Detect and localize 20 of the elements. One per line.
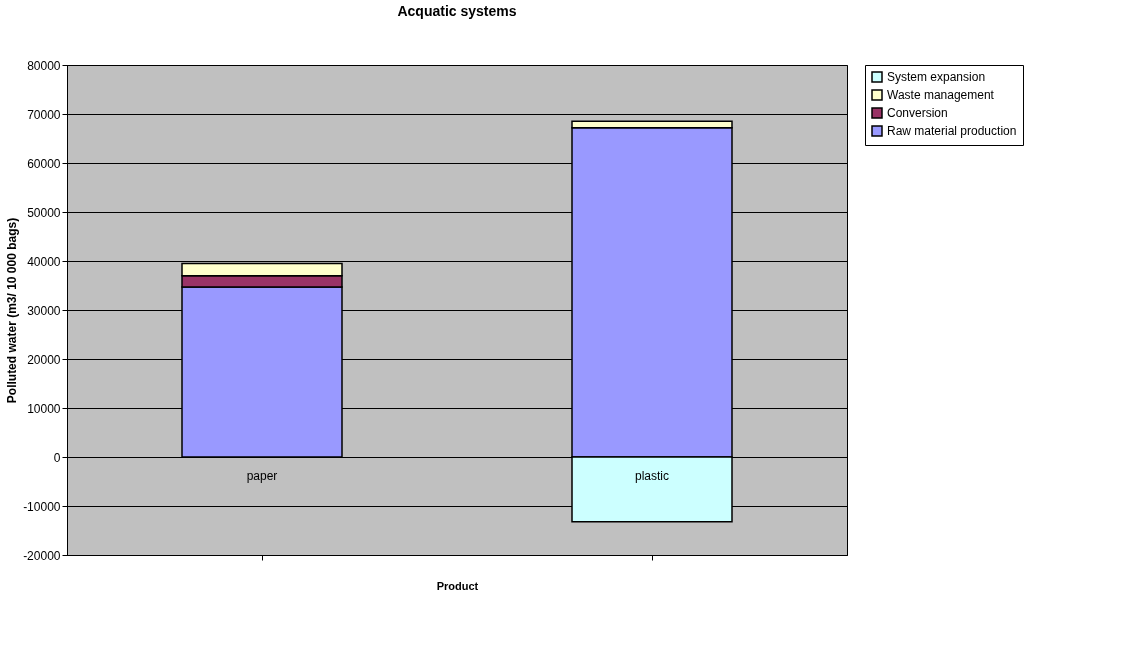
y-tick-label: -10000 <box>23 499 61 514</box>
y-tick-label: 30000 <box>27 303 61 318</box>
legend-label: Raw material production <box>887 124 1017 138</box>
y-tick-label: 40000 <box>27 254 61 269</box>
y-tick-label: 10000 <box>27 401 61 416</box>
y-tick-label: 0 <box>53 450 61 465</box>
legend-label: Conversion <box>887 106 948 120</box>
legend-label: System expansion <box>887 70 986 84</box>
y-tick-label: 60000 <box>27 156 61 171</box>
chart-title: Acquatic systems <box>397 3 517 19</box>
y-tick-label: 20000 <box>27 352 61 367</box>
legend-label: Waste management <box>887 88 995 102</box>
x-tick-label: paper <box>246 469 278 483</box>
x-axis-title: Product <box>436 580 479 592</box>
y-tick-label: 50000 <box>27 205 61 220</box>
x-tick-label: plastic <box>634 469 670 483</box>
y-tick-label: 70000 <box>27 107 61 122</box>
y-tick-label: 80000 <box>27 58 61 73</box>
y-tick-label: -20000 <box>23 548 61 563</box>
y-axis-title: Polluted water (m3/ 10 000 bags) <box>5 217 20 404</box>
